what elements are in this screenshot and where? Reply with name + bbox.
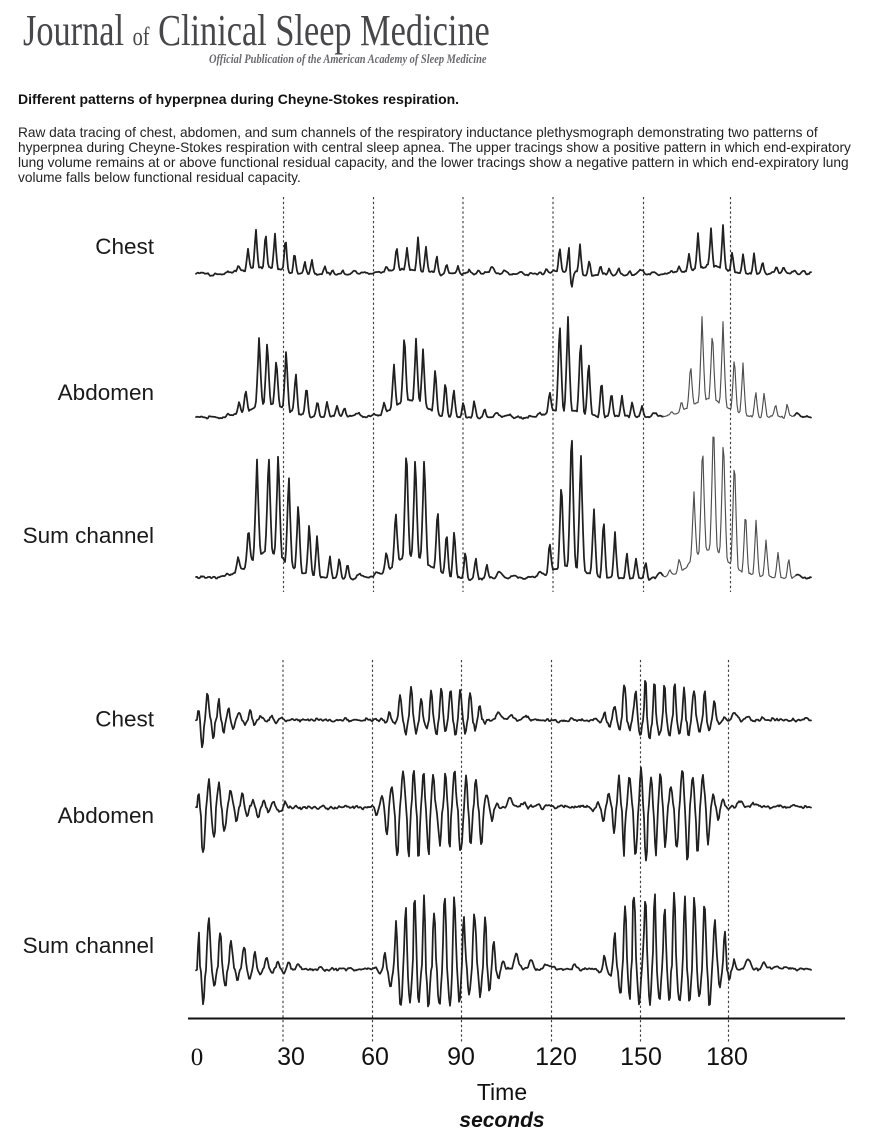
svg-text:120: 120 xyxy=(535,1043,577,1071)
svg-text:seconds: seconds xyxy=(459,1109,544,1132)
svg-text:0: 0 xyxy=(191,1044,204,1071)
svg-text:Time: Time xyxy=(477,1079,527,1105)
svg-text:Sum channel: Sum channel xyxy=(23,933,154,958)
svg-text:30: 30 xyxy=(277,1043,305,1071)
svg-text:60: 60 xyxy=(361,1043,389,1071)
svg-text:Sum channel: Sum channel xyxy=(23,523,154,548)
svg-text:90: 90 xyxy=(447,1043,475,1071)
svg-text:Abdomen: Abdomen xyxy=(58,380,154,405)
svg-text:Abdomen: Abdomen xyxy=(58,803,154,828)
svg-text:150: 150 xyxy=(620,1043,662,1071)
svg-text:180: 180 xyxy=(706,1043,748,1071)
svg-text:Chest: Chest xyxy=(95,707,155,732)
svg-text:Chest: Chest xyxy=(95,234,155,259)
